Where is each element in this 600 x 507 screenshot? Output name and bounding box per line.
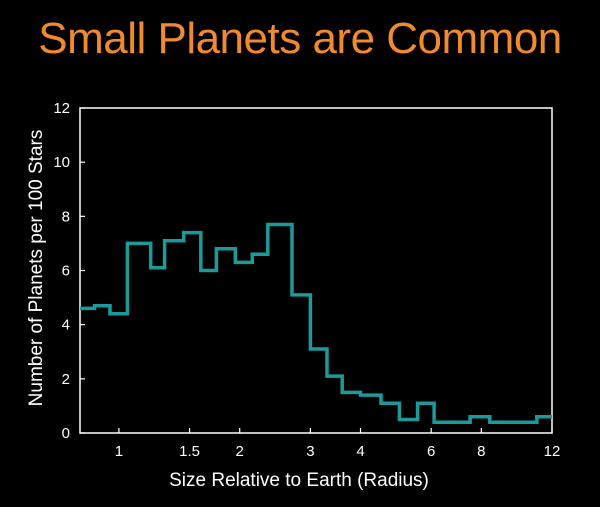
x-tick-label: 8 [477, 443, 485, 460]
y-tick-label: 6 [62, 263, 70, 280]
x-tick-label: 12 [544, 443, 561, 460]
x-tick-label: 1.5 [179, 443, 200, 460]
y-tick-label: 4 [62, 317, 70, 334]
y-tick-label: 8 [62, 208, 70, 225]
y-tick-label: 2 [62, 371, 70, 388]
chart-title: Small Planets are Common [38, 14, 562, 63]
series-step-line [80, 222, 552, 424]
y-tick-label: 10 [53, 154, 70, 171]
x-tick-label: 4 [356, 443, 364, 460]
y-axis-label: Number of Planets per 100 Stars [26, 130, 47, 407]
y-tick-label: 12 [53, 100, 70, 117]
plot-frame [79, 107, 553, 434]
x-tick-label: 3 [306, 443, 314, 460]
x-tick-label: 6 [427, 443, 435, 460]
y-tick-label: 0 [62, 425, 70, 442]
x-axis-label: Size Relative to Earth (Radius) [169, 470, 429, 491]
x-tick-label: 1 [115, 443, 123, 460]
x-tick-label: 2 [236, 443, 244, 460]
x-axis-ticks: 1 1.5 2 3 4 6 8 12 [115, 428, 561, 460]
y-axis-ticks: 0 2 4 6 8 10 12 [53, 100, 85, 442]
